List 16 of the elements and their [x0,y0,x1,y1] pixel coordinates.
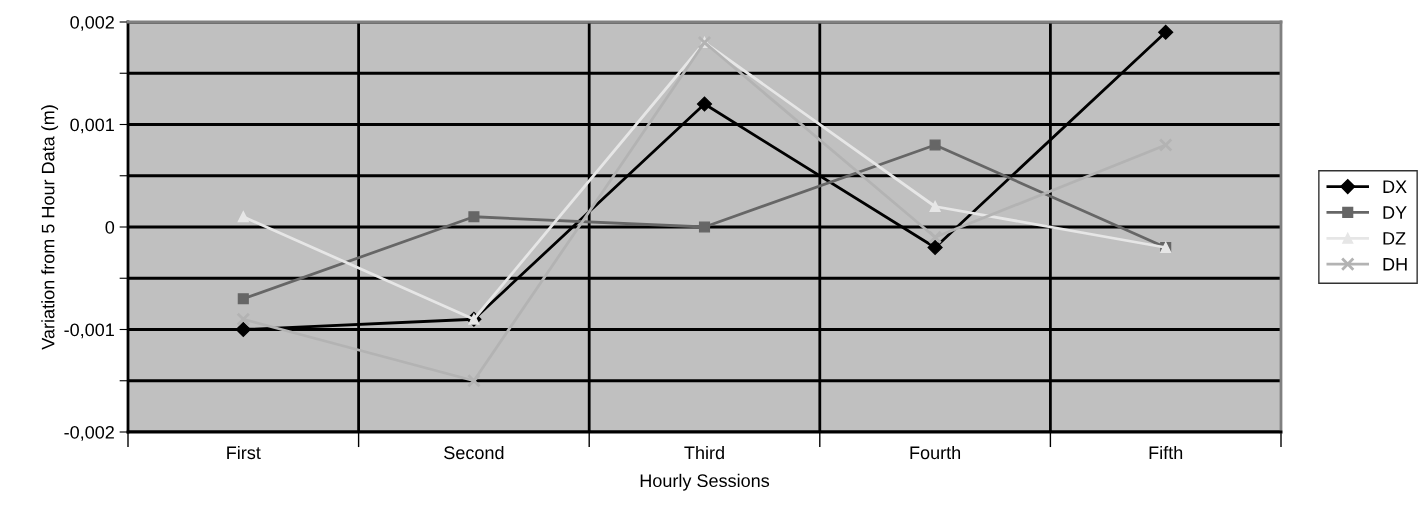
x-tick-label: Third [684,445,724,460]
y-tick-label: 0,001 [70,118,114,134]
x-tick-label: First [227,445,261,460]
y-tick-label: 0,002 [70,15,114,31]
y-tick-label: -0,001 [64,323,114,339]
y-tick-label: -0,002 [64,425,114,441]
x-tick-label: Fourth [910,445,961,460]
y-axis-title: Variation from 5 Hour Data (m) [41,105,59,350]
legend-label: DH [1383,258,1407,271]
x-tick-label: Second [444,445,504,460]
legend-label: DZ [1383,232,1406,245]
y-tick-label: 0 [105,220,115,234]
legend-label: DX [1383,180,1407,193]
x-axis-title: Hourly Sessions [640,473,770,491]
legend-label: DY [1383,206,1407,219]
x-tick-label: Fifth [1149,445,1183,460]
